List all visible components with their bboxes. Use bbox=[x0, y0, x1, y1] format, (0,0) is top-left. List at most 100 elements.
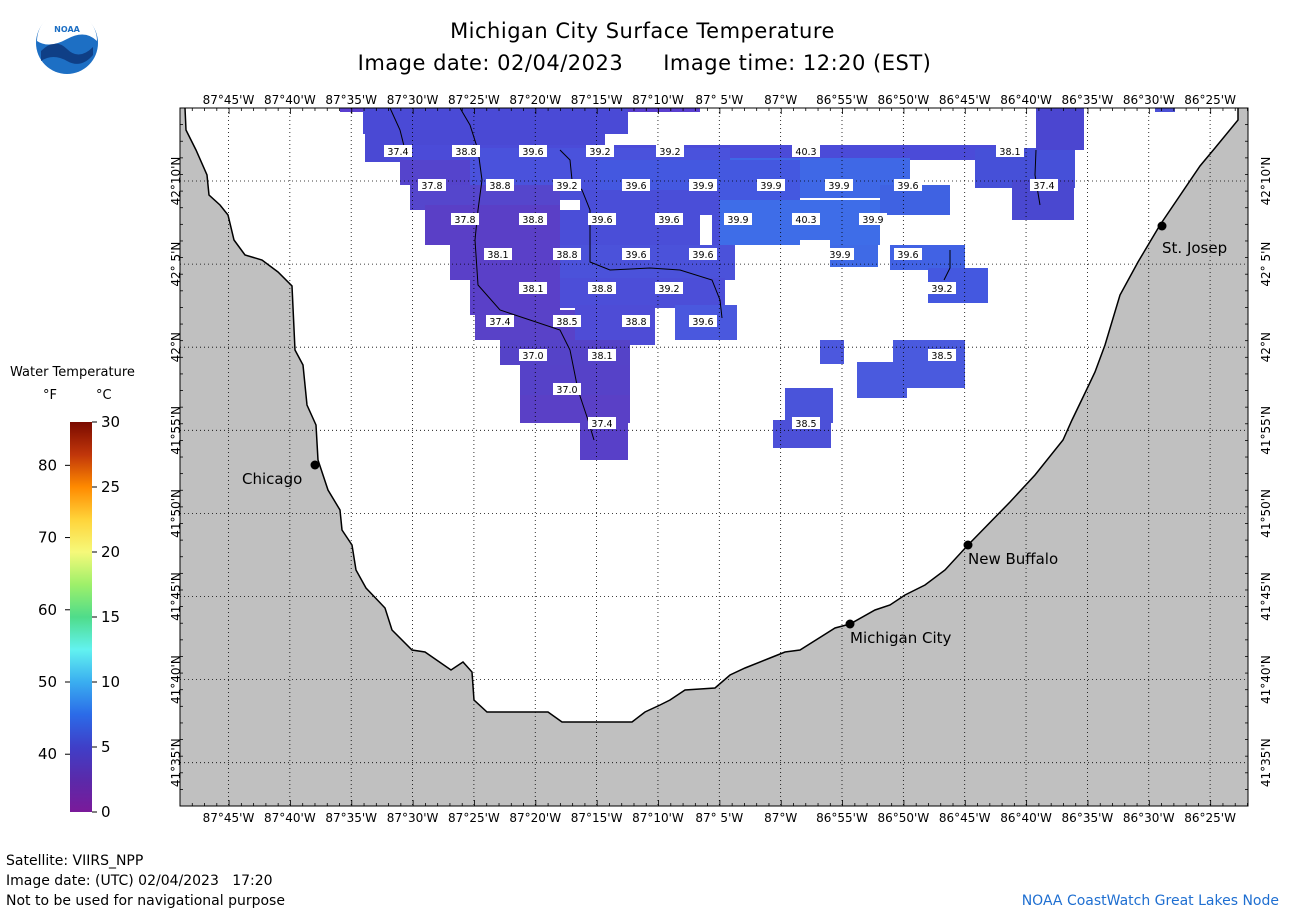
temperature-value: 38.8 bbox=[519, 213, 547, 226]
lat-label-left: 41°45'N bbox=[169, 572, 183, 621]
temperature-value: 39.2 bbox=[553, 179, 581, 192]
svg-text:38.8: 38.8 bbox=[455, 147, 476, 158]
credit-line: NOAA CoastWatch Great Lakes Node bbox=[1021, 893, 1279, 909]
temperature-value: 39.9 bbox=[689, 179, 717, 192]
temperature-value: 39.6 bbox=[622, 248, 650, 261]
legend-title: Water Temperature bbox=[10, 365, 135, 380]
legend-tick-c: 20 bbox=[101, 543, 120, 561]
legend-tick-c: 5 bbox=[101, 738, 111, 756]
legend-tick-c: 30 bbox=[101, 413, 120, 431]
temperature-value: 39.6 bbox=[894, 248, 922, 261]
svg-text:37.8: 37.8 bbox=[421, 181, 442, 192]
utc-date: Image date: (UTC) 02/04/2023 17:20 bbox=[6, 873, 273, 889]
lat-label-left: 42°N bbox=[169, 332, 183, 362]
temperature-value: 39.9 bbox=[826, 248, 854, 261]
lon-label-top: 86°35'W bbox=[1062, 93, 1114, 107]
lon-label-bottom: 87°45'W bbox=[203, 811, 255, 825]
lon-label-bottom: 87°25'W bbox=[448, 811, 500, 825]
lon-label-bottom: 87°30'W bbox=[387, 811, 439, 825]
svg-text:38.1: 38.1 bbox=[522, 284, 543, 295]
svg-text:NOAA: NOAA bbox=[54, 25, 80, 34]
temperature-value: 38.5 bbox=[792, 417, 820, 430]
lat-label-right: 41°35'N bbox=[1259, 738, 1273, 787]
svg-text:37.4: 37.4 bbox=[387, 147, 408, 158]
city-marker bbox=[310, 460, 320, 470]
lon-label-top: 87°25'W bbox=[448, 93, 500, 107]
temperature-value: 38.1 bbox=[996, 145, 1024, 158]
lon-label-top: 87°20'W bbox=[509, 93, 561, 107]
lon-label-bottom: 87°40'W bbox=[264, 811, 316, 825]
lon-label-bottom: 86°55'W bbox=[816, 811, 868, 825]
lat-label-left: 41°40'N bbox=[169, 655, 183, 704]
temperature-value: 39.6 bbox=[622, 179, 650, 192]
city-marker bbox=[845, 619, 855, 629]
svg-text:39.6: 39.6 bbox=[658, 215, 679, 226]
legend-unit-f: °F bbox=[43, 388, 57, 403]
svg-text:40.3: 40.3 bbox=[795, 147, 816, 158]
temperature-value: 37.4 bbox=[588, 417, 616, 430]
svg-text:37.8: 37.8 bbox=[454, 215, 475, 226]
svg-text:37.0: 37.0 bbox=[556, 385, 577, 396]
lat-label-left: 42°10'N bbox=[169, 157, 183, 206]
temperature-value: 39.6 bbox=[894, 179, 922, 192]
axis-ticks bbox=[179, 107, 1248, 806]
lat-label-right: 41°50'N bbox=[1259, 489, 1273, 538]
lat-label-left: 41°55'N bbox=[169, 406, 183, 455]
svg-text:39.9: 39.9 bbox=[760, 181, 781, 192]
svg-text:39.6: 39.6 bbox=[591, 215, 612, 226]
lon-label-top: 86°40'W bbox=[1000, 93, 1052, 107]
svg-text:39.9: 39.9 bbox=[829, 250, 850, 261]
svg-text:39.6: 39.6 bbox=[625, 181, 646, 192]
lon-label-bottom: 86°35'W bbox=[1062, 811, 1114, 825]
legend-tick-f: 50 bbox=[38, 673, 57, 691]
temperature-value: 38.5 bbox=[928, 349, 956, 362]
svg-text:39.6: 39.6 bbox=[692, 250, 713, 261]
city-label: Chicago bbox=[242, 470, 302, 488]
temperature-value: 37.4 bbox=[384, 145, 412, 158]
lon-label-top: 87°10'W bbox=[632, 93, 684, 107]
temperature-value: 38.8 bbox=[588, 282, 616, 295]
temperature-value: 38.1 bbox=[519, 282, 547, 295]
temperature-value: 39.6 bbox=[689, 315, 717, 328]
lat-label-right: 41°45'N bbox=[1259, 572, 1273, 621]
temperature-value: 37.4 bbox=[486, 315, 514, 328]
lon-label-bottom: 87°15'W bbox=[571, 811, 623, 825]
map-title: Michigan City Surface Temperature bbox=[450, 19, 835, 43]
svg-text:38.8: 38.8 bbox=[556, 250, 577, 261]
lon-label-top: 87°35'W bbox=[325, 93, 377, 107]
svg-text:40.3: 40.3 bbox=[795, 215, 816, 226]
temperature-value: 37.8 bbox=[418, 179, 446, 192]
city-marker bbox=[1157, 221, 1167, 231]
temperature-value: 39.9 bbox=[859, 213, 887, 226]
svg-text:38.8: 38.8 bbox=[591, 284, 612, 295]
temperature-value: 38.8 bbox=[486, 179, 514, 192]
legend-tick-c: 25 bbox=[101, 478, 120, 496]
lat-label-left: 41°50'N bbox=[169, 489, 183, 538]
satellite-info: Satellite: VIIRS_NPP bbox=[6, 853, 144, 869]
noaa-logo: NOAA bbox=[36, 11, 98, 74]
temperature-labels: 37.4 38.8 39.6 39.2 39.2 40.3 38.1 37.8 38.8 39.2… bbox=[384, 145, 1058, 430]
temperature-value: 39.6 bbox=[588, 213, 616, 226]
lon-label-bottom: 86°30'W bbox=[1123, 811, 1175, 825]
svg-text:39.9: 39.9 bbox=[692, 181, 713, 192]
city-label: New Buffalo bbox=[968, 550, 1058, 568]
city-label: Michigan City bbox=[850, 629, 952, 647]
legend-tick-f: 60 bbox=[38, 601, 57, 619]
temperature-value: 38.1 bbox=[588, 349, 616, 362]
legend-tick-c: 15 bbox=[101, 608, 120, 626]
svg-text:37.4: 37.4 bbox=[1033, 181, 1054, 192]
temperature-value: 39.9 bbox=[825, 179, 853, 192]
temperature-value: 38.8 bbox=[622, 315, 650, 328]
city-marker bbox=[963, 540, 973, 550]
temperature-value: 40.3 bbox=[792, 213, 820, 226]
lon-label-top: 87° 5'W bbox=[695, 93, 743, 107]
temperature-value: 39.9 bbox=[724, 213, 752, 226]
svg-text:38.5: 38.5 bbox=[556, 317, 577, 328]
temperature-value: 39.2 bbox=[928, 282, 956, 295]
legend-unit-c: °C bbox=[95, 388, 112, 403]
svg-text:38.1: 38.1 bbox=[591, 351, 612, 362]
temperature-value: 39.6 bbox=[519, 145, 547, 158]
svg-text:37.4: 37.4 bbox=[489, 317, 510, 328]
temperature-value: 39.2 bbox=[655, 282, 683, 295]
